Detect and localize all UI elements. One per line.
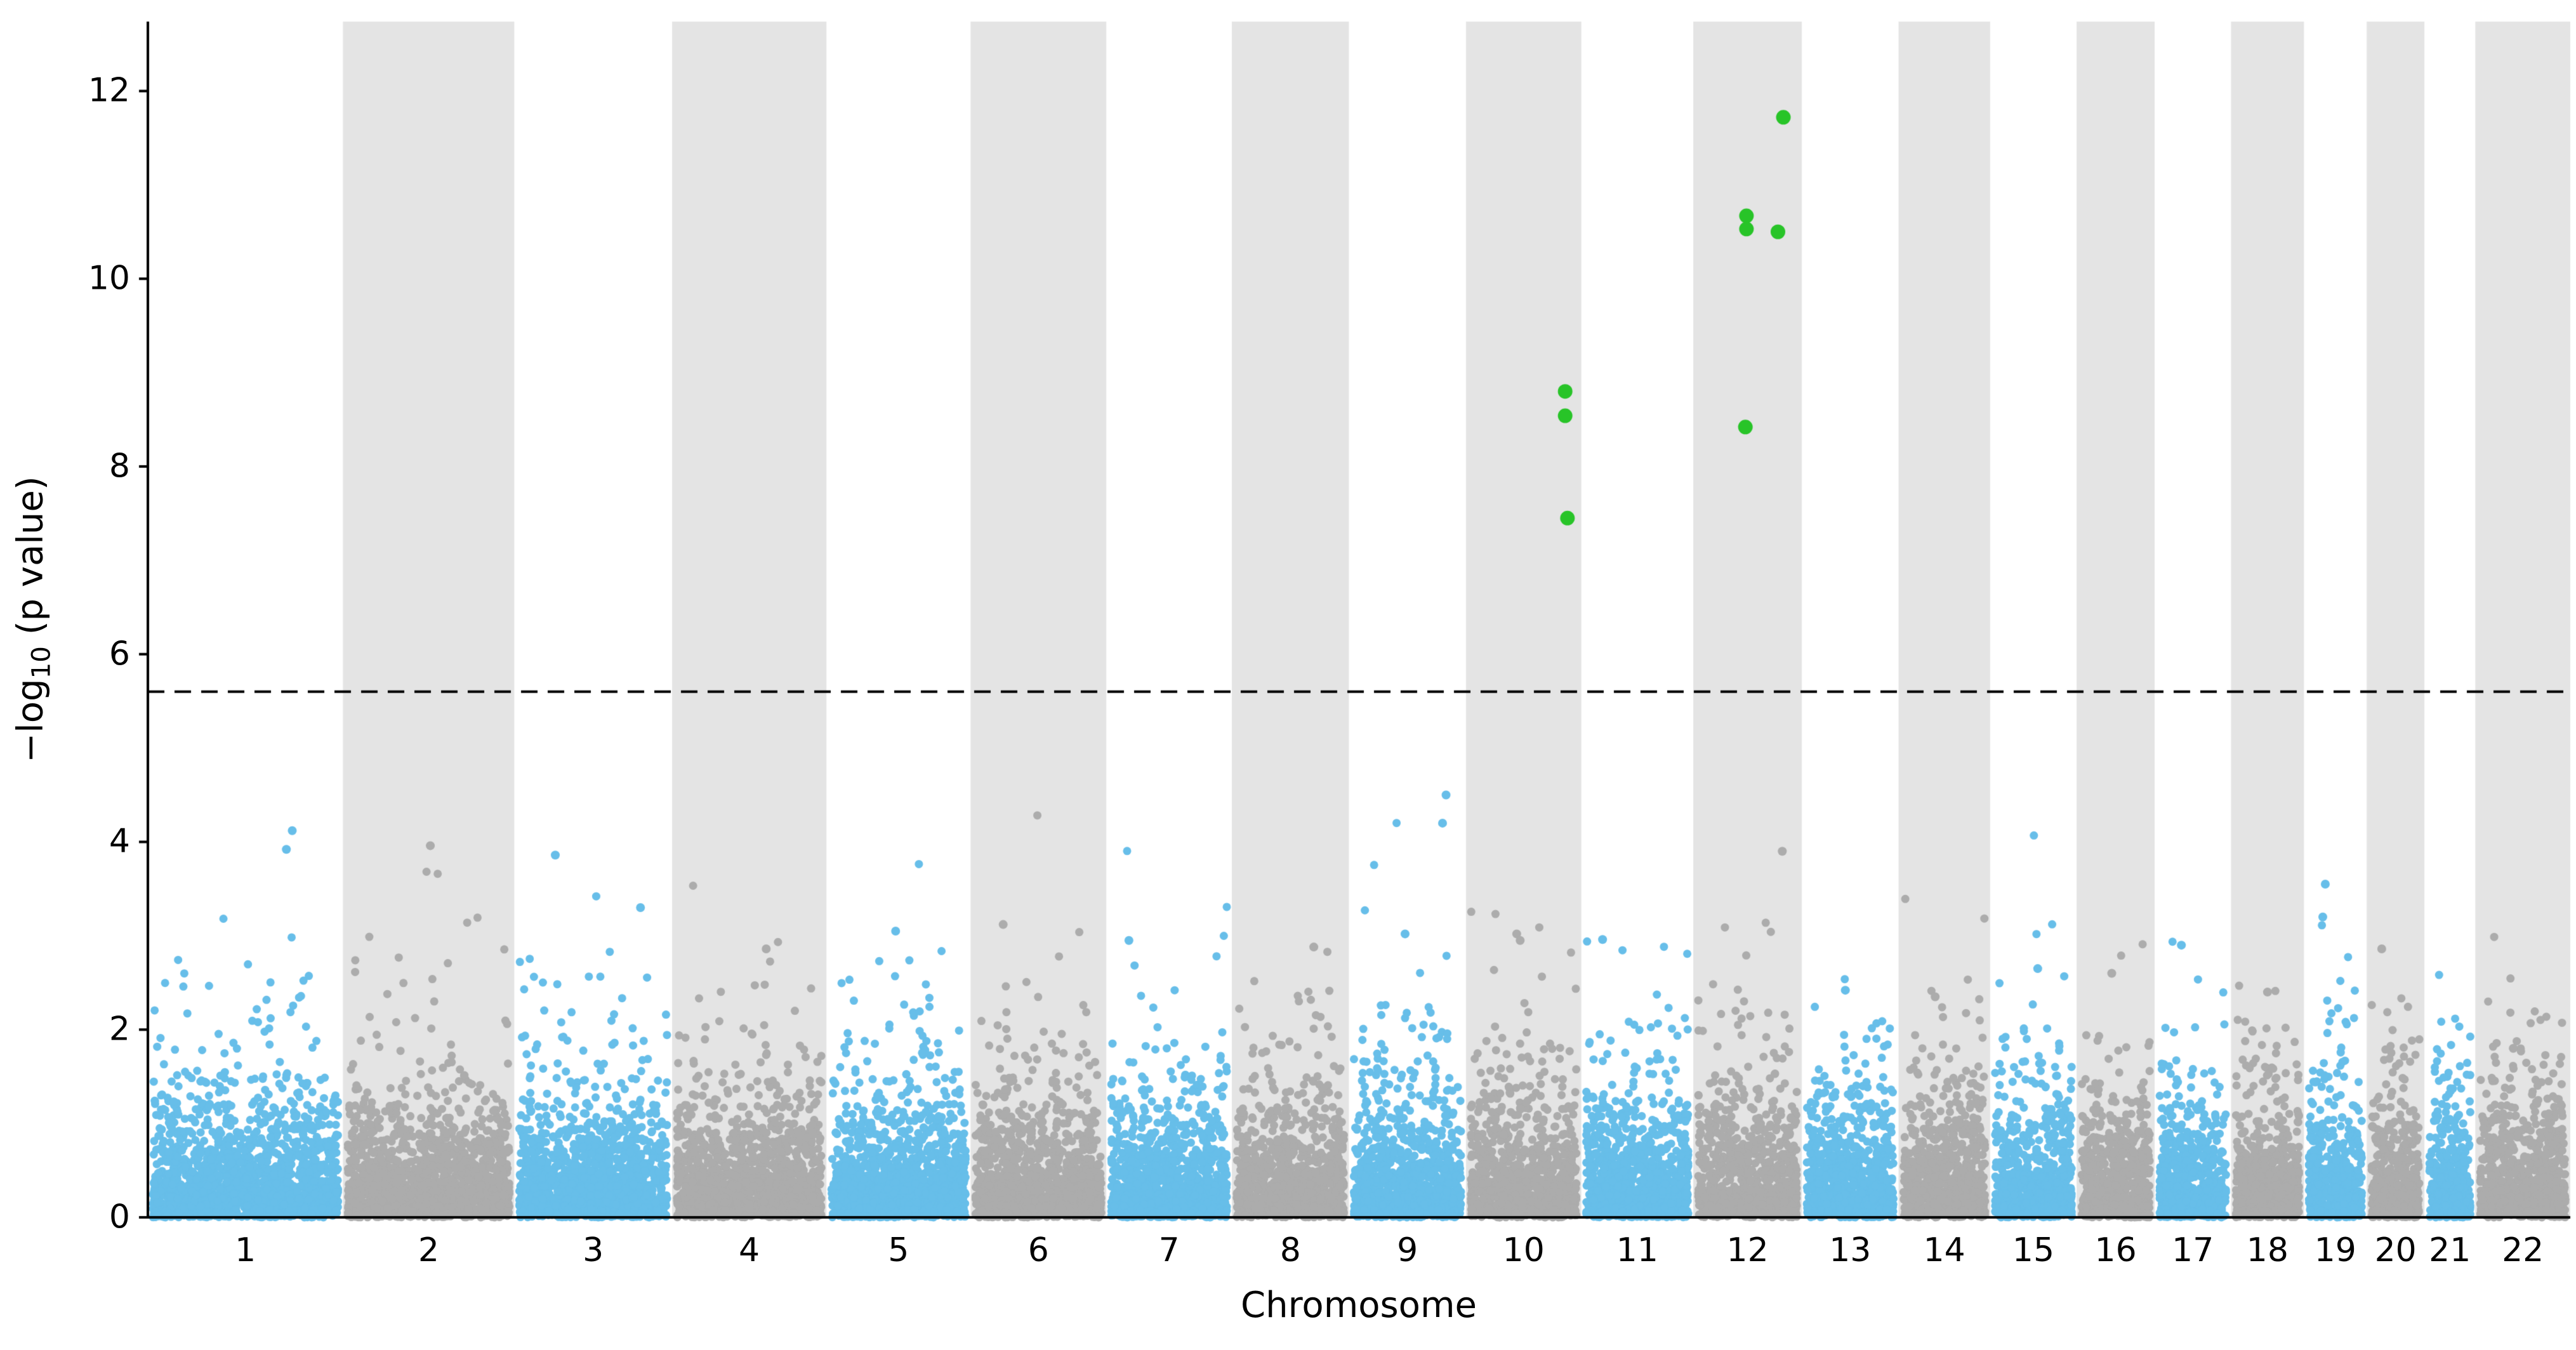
y-axis-label-subscript: 10 [26,646,56,679]
x-axis-label: Chromosome [1241,1285,1477,1326]
y-axis-label-suffix: (p value) [10,476,51,647]
y-axis-label: −log10 (p value) [10,476,56,762]
y-axis-label-prefix: −log [10,678,51,763]
